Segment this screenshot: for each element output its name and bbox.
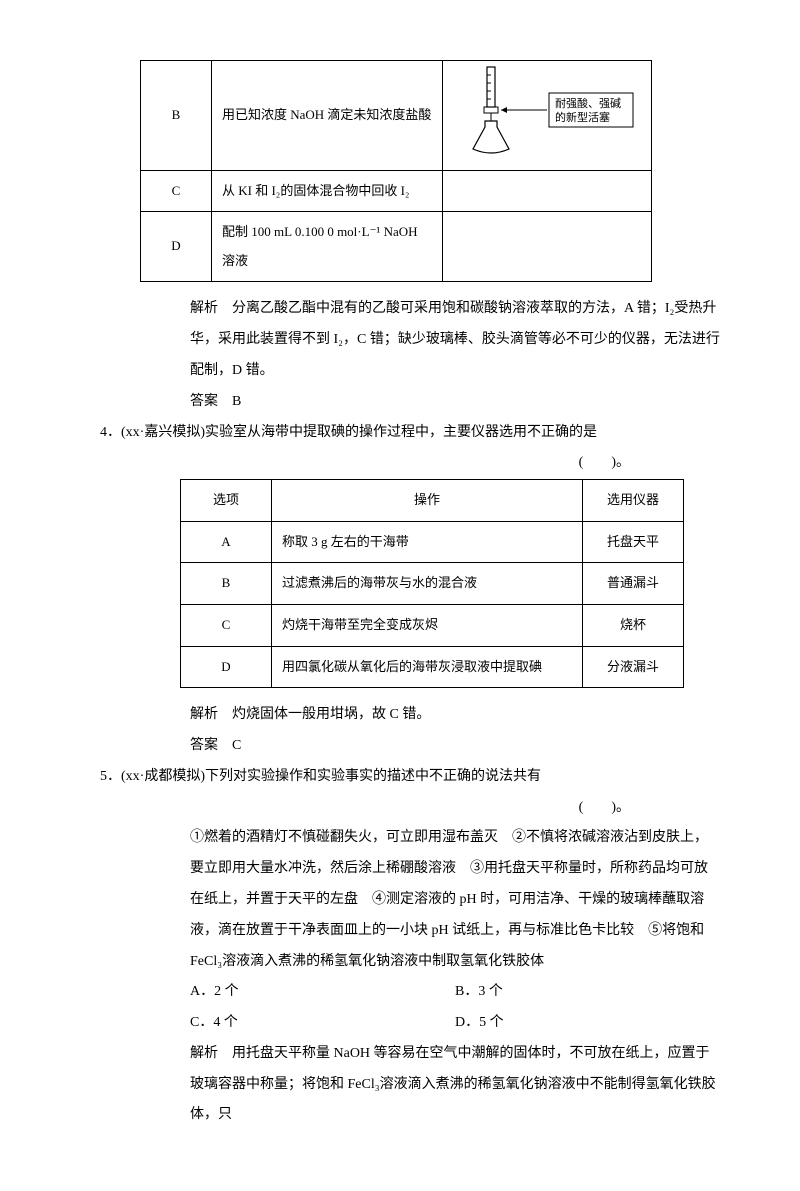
q4-c-2: 烧杯: [583, 604, 684, 646]
q5-options: A．2 个 B．3 个: [100, 977, 720, 1008]
q4-c-1: 灼烧干海带至完全变成灰烬: [272, 604, 583, 646]
q4-h1: 选项: [181, 480, 272, 522]
q5-body: ①燃着的酒精灯不慎碰翻失火，可立即用湿布盖灭 ②不慎将浓碱溶液沾到皮肤上，要立即…: [100, 823, 720, 977]
burette-flask-icon: 耐强酸、强碱 的新型活塞: [457, 65, 637, 155]
q5-analysis: 解析 用托盘天平称量 NaOH 等容易在空气中潮解的固体时，不可放在纸上，应置于…: [100, 1039, 720, 1131]
q4-stem: 4．(xx·嘉兴模拟)实验室从海带中提取碘的操作过程中，主要仪器选用不正确的是: [100, 418, 720, 449]
answer-1: 答案 B: [100, 387, 720, 418]
q4-h3: 选用仪器: [583, 480, 684, 522]
q4-b-1: 过滤煮沸后的海带灰与水的混合液: [272, 563, 583, 605]
q4-c-0: C: [181, 604, 272, 646]
row-b-desc: 用已知浓度 NaOH 滴定未知浓度盐酸: [212, 61, 443, 171]
row-c-desc: 从 KI 和 I₂的固体混合物中回收 I₂: [212, 170, 443, 212]
q5-opt-b: B．3 个: [455, 977, 720, 1008]
q4-h2: 操作: [272, 480, 583, 522]
experiment-table-1: B 用已知浓度 NaOH 滴定未知浓度盐酸: [140, 60, 652, 282]
q4-answer: 答案 C: [100, 731, 720, 762]
q4-table: 选项 操作 选用仪器 A 称取 3 g 左右的干海带 托盘天平 B 过滤煮沸后的…: [180, 479, 684, 688]
q4-a-0: A: [181, 521, 272, 563]
q4-d-1: 用四氯化碳从氧化后的海带灰浸取液中提取碘: [272, 646, 583, 688]
q5-opt-a: A．2 个: [190, 977, 455, 1008]
row-c-label: C: [141, 170, 212, 212]
q4-d-2: 分液漏斗: [583, 646, 684, 688]
row-b-figure: 耐强酸、强碱 的新型活塞: [443, 61, 652, 171]
q5-options-2: C．4 个 D．5 个: [100, 1008, 720, 1039]
q5-paren: ( )。: [100, 793, 720, 824]
q4-d-0: D: [181, 646, 272, 688]
analysis-1: 解析 分离乙酸乙酯中混有的乙酸可采用饱和碳酸钠溶液萃取的方法，A 错；I₂受热升…: [100, 294, 720, 386]
row-d-desc: 配制 100 mL 0.100 0 mol·L⁻¹ NaOH 溶液: [212, 212, 443, 282]
row-c-figure: [443, 170, 652, 212]
row-d-label: D: [141, 212, 212, 282]
q5-opt-d: D．5 个: [455, 1008, 720, 1039]
q4-analysis: 解析 灼烧固体一般用坩埚，故 C 错。: [100, 700, 720, 731]
svg-text:的新型活塞: 的新型活塞: [555, 110, 610, 124]
q4-a-1: 称取 3 g 左右的干海带: [272, 521, 583, 563]
q5-stem: 5．(xx·成都模拟)下列对实验操作和实验事实的描述中不正确的说法共有: [100, 762, 720, 793]
q4-b-0: B: [181, 563, 272, 605]
row-d-figure: [443, 212, 652, 282]
q4-paren: ( )。: [100, 448, 720, 479]
q5-opt-c: C．4 个: [190, 1008, 455, 1039]
q4-b-2: 普通漏斗: [583, 563, 684, 605]
svg-text:耐强酸、强碱: 耐强酸、强碱: [555, 96, 621, 110]
row-b-label: B: [141, 61, 212, 171]
q4-a-2: 托盘天平: [583, 521, 684, 563]
